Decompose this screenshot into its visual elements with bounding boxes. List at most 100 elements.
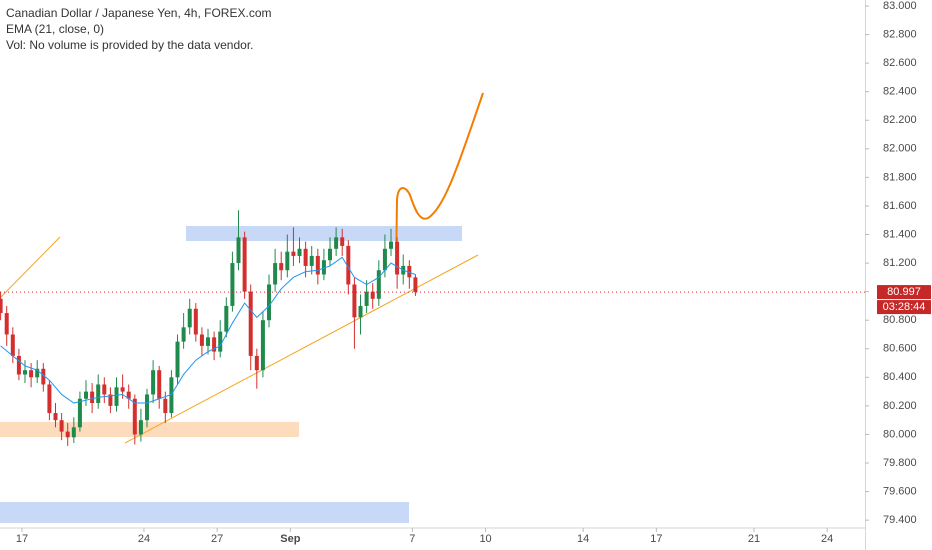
candle-body [199,334,204,346]
candle-body [41,368,46,385]
candle-body [181,327,186,342]
candle-body [193,308,198,335]
candle-body [248,291,253,356]
countdown-label: 03:28:44 [883,301,926,313]
y-tick-label: 82.200 [883,114,917,126]
x-tick-label: Sep [280,533,300,545]
candle-body [358,305,363,318]
candle-body [340,237,345,246]
candle-body [138,420,143,435]
candle-body [328,248,333,261]
candle-body [315,255,320,275]
candle-body [169,377,174,414]
drawings [0,92,484,523]
y-tick-label: 82.000 [883,143,917,155]
candle-body [352,284,357,318]
candle-body [230,263,235,306]
indicator-label: EMA (21, close, 0) [6,22,104,36]
candle-body [47,384,52,414]
candle-body [114,387,119,406]
y-tick-label: 81.400 [883,228,917,240]
candle-body [218,331,223,352]
y-tick-label: 82.400 [883,86,917,98]
candle-body [389,241,394,249]
chart-title: Canadian Dollar / Japanese Yen, 4h, FORE… [6,6,272,20]
candle-body [108,394,113,406]
candle-body [71,427,76,438]
trend-line [124,254,479,444]
candle-body [0,298,3,314]
candle-body [346,245,351,285]
candle-body [90,391,95,404]
y-tick-label: 80.200 [883,400,917,412]
x-tick-label: 17 [16,533,28,545]
candle-body [370,291,375,299]
candle-body [59,420,64,432]
candle-body [260,320,265,371]
legend: Canadian Dollar / Japanese Yen, 4h, FORE… [6,6,272,52]
candle-body [175,341,180,378]
candle-body [334,237,339,249]
candle-body [279,263,284,271]
candle-body [163,398,168,414]
y-tick-label: 82.800 [883,28,917,40]
candle-body [382,248,387,271]
candle-body [29,370,34,378]
candle-body [407,265,412,278]
candle-body [120,387,125,392]
candle-body [35,368,40,378]
candle-body [4,313,9,335]
candle-body [376,270,381,299]
x-tick-label: 17 [650,533,662,545]
candle-body [364,291,369,306]
demand-zone [0,502,409,523]
x-tick-label: 7 [409,533,415,545]
candle-body [84,391,89,399]
y-tick-label: 81.800 [883,171,917,183]
candle-body [145,394,150,421]
y-tick-label: 79.600 [883,485,917,497]
projection-path [395,92,484,273]
x-tick-label: 14 [577,533,589,545]
y-tick-label: 80.600 [883,343,917,355]
candle-body [126,391,131,399]
x-tick-label: 10 [479,533,491,545]
candle-body [157,370,162,399]
countdown-badge [877,300,931,315]
volume-note: Vol: No volume is provided by the data v… [6,38,253,52]
y-tick-label: 80.400 [883,371,917,383]
y-tick-label: 79.800 [883,457,917,469]
x-tick-label: 21 [748,533,760,545]
candle-body [242,237,247,292]
price-badge-label: 80.997 [887,286,921,298]
candle-body [236,237,241,264]
candle-body [291,251,296,256]
candle-body [206,337,211,346]
y-tick-label: 81.600 [883,200,917,212]
candle-body [132,398,137,435]
y-tick-label: 82.600 [883,57,917,69]
y-tick-label: 80.800 [883,314,917,326]
candle-body [395,241,400,275]
candle-body [23,370,28,375]
candle-body [151,370,156,395]
candle-body [309,255,314,266]
x-tick-label: 27 [211,533,223,545]
candle-body [65,431,70,438]
trend-line [0,236,61,299]
x-tick-label: 24 [821,533,833,545]
candle-body [53,413,58,421]
price-badge [877,285,931,300]
candle-body [102,384,107,395]
candle-body [285,251,290,271]
candle-body [413,277,418,293]
y-tick-label: 81.200 [883,257,917,269]
candle-body [254,355,259,371]
candle-body [297,248,302,256]
candle-body [187,308,192,328]
candle-body [10,334,15,356]
candle-body [77,398,82,428]
candle-body [267,284,272,321]
candle-body [212,337,217,352]
